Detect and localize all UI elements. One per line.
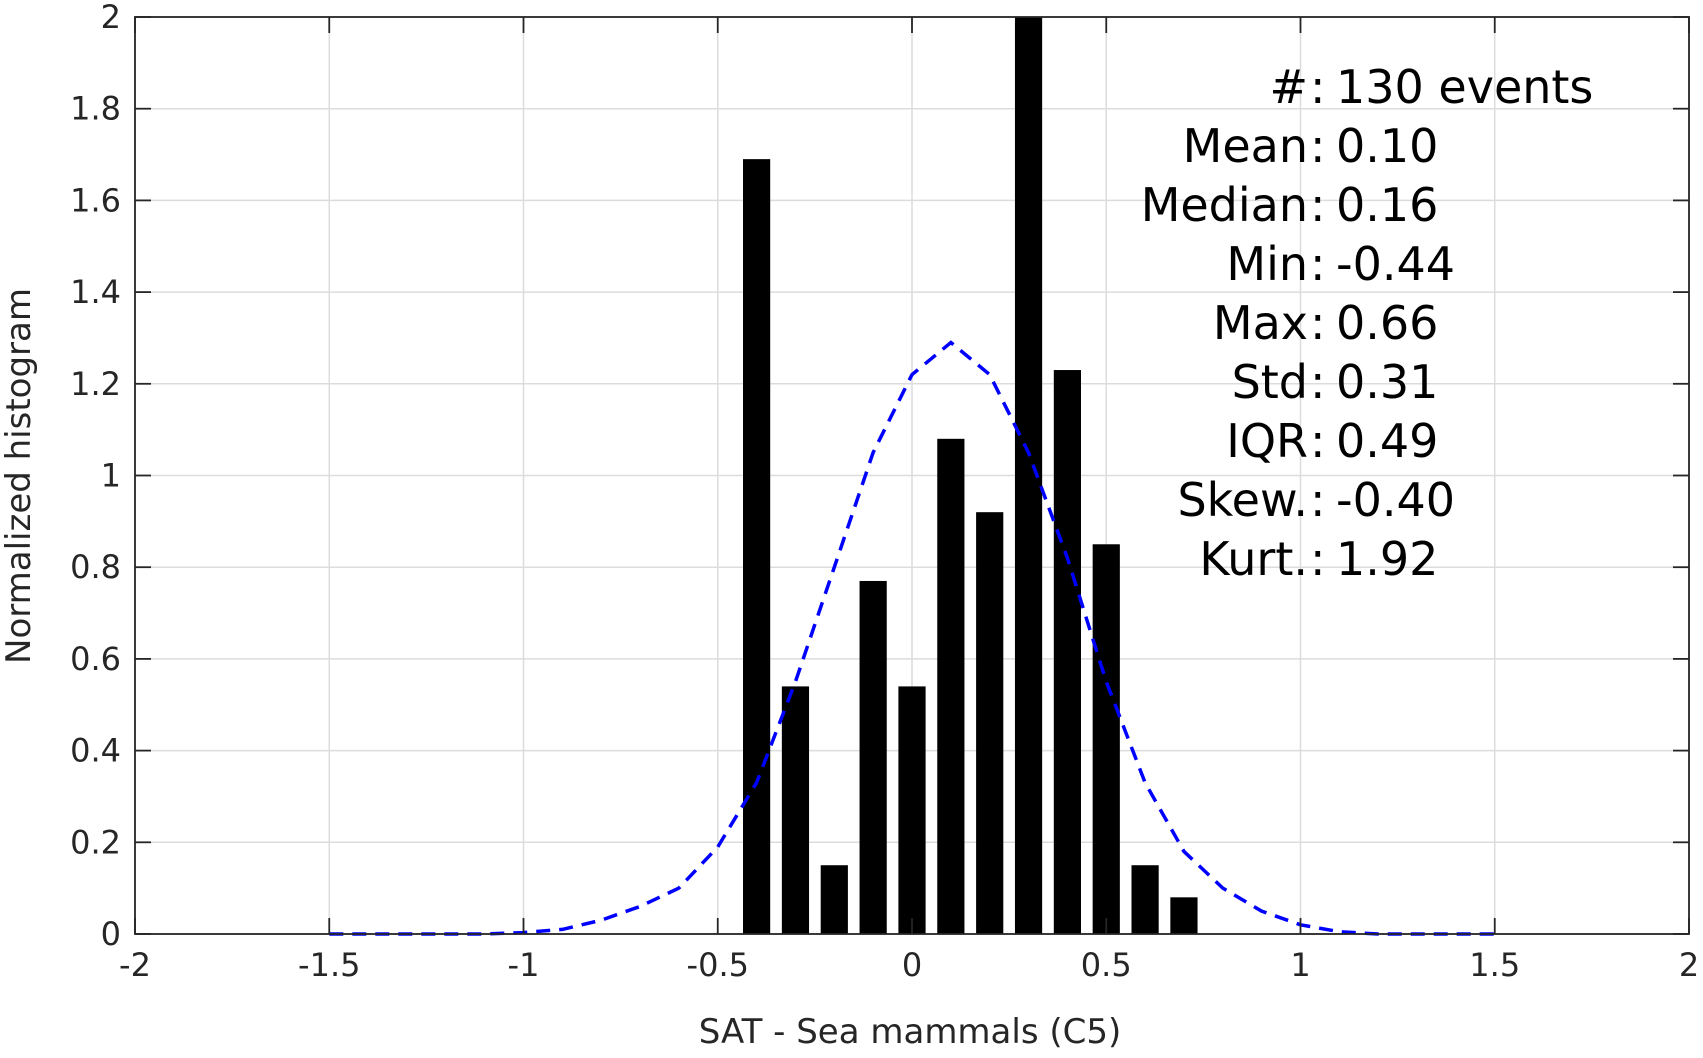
y-tick-label: 1 [101,457,121,495]
grid-layer [134,16,1690,935]
x-tick-label: -1.5 [298,946,360,984]
stats-value: 1.92 [1336,532,1438,586]
stats-separator: : [1310,473,1326,527]
histogram-bar [781,686,810,934]
stats-separator: : [1310,60,1326,114]
x-tick-label: 2 [1679,946,1699,984]
bars-layer [743,17,1198,934]
x-tick-label: 0 [902,946,922,984]
histogram-bar [1131,865,1159,934]
histogram-bar [859,580,887,934]
histogram-bar [1092,544,1120,934]
stats-label: Mean [1183,119,1308,173]
histogram-bar [743,159,771,934]
stats-label: # [1269,60,1308,114]
stats-value: -0.40 [1336,473,1455,527]
stats-label: Min [1226,237,1308,291]
y-tick-label: 1.4 [70,273,121,311]
stats-label: Std [1232,355,1308,409]
y-tick-label: 0.6 [70,640,121,678]
stats-value: 0.66 [1336,296,1438,350]
y-tick-label: 0.8 [70,548,121,586]
y-tick-label: 1.8 [70,90,121,128]
stats-separator: : [1310,532,1326,586]
stats-separator: : [1310,355,1326,409]
stats-separator: : [1310,237,1326,291]
stats-value: 0.31 [1336,355,1438,409]
x-tick-label: -0.5 [687,946,749,984]
histogram-bar [898,686,926,934]
y-tick-label: 1.2 [70,365,121,403]
x-tick-label: -1 [508,946,540,984]
stats-value: 0.16 [1336,178,1438,232]
stats-label: Skew. [1177,473,1308,527]
y-tick-label: 0.4 [70,732,121,770]
x-tick-label: 1.5 [1469,946,1520,984]
stats-separator: : [1310,296,1326,350]
stats-label: Median [1141,178,1308,232]
y-tick-label: 2 [101,0,121,36]
histogram-bar [1053,370,1081,934]
y-tick-label: 0.2 [70,823,121,861]
histogram-bar [820,865,848,934]
x-tick-label: 1 [1290,946,1310,984]
stats-label: Kurt. [1199,532,1308,586]
ticks-layer: -2 -1.5 -1 -0.5 0 0.5 1 1.5 2 0 0.2 0.4 0.6 0.8 1 1.2 1.… [70,0,1699,984]
histogram-bar [1170,897,1198,934]
stats-separator: : [1310,414,1326,468]
stats-separator: : [1310,119,1326,173]
y-tick-label: 0 [101,915,121,953]
y-tick-label: 1.6 [70,181,121,219]
x-tick-label: -2 [119,946,151,984]
y-axis-label: Normalized histogram [0,288,39,664]
stats-separator: : [1310,178,1326,232]
x-axis-label: SAT - Sea mammals (C5) [699,1012,1122,1052]
stats-value: -0.44 [1336,237,1455,291]
histogram-bar [976,512,1004,934]
histogram-bar [937,438,965,934]
stats-value: 0.49 [1336,414,1438,468]
stats-value: 0.10 [1336,119,1438,173]
stats-value: 130 events [1336,60,1593,114]
stats-label: IQR [1226,414,1308,468]
stats-label: Max [1213,296,1308,350]
x-tick-label: 0.5 [1081,946,1132,984]
